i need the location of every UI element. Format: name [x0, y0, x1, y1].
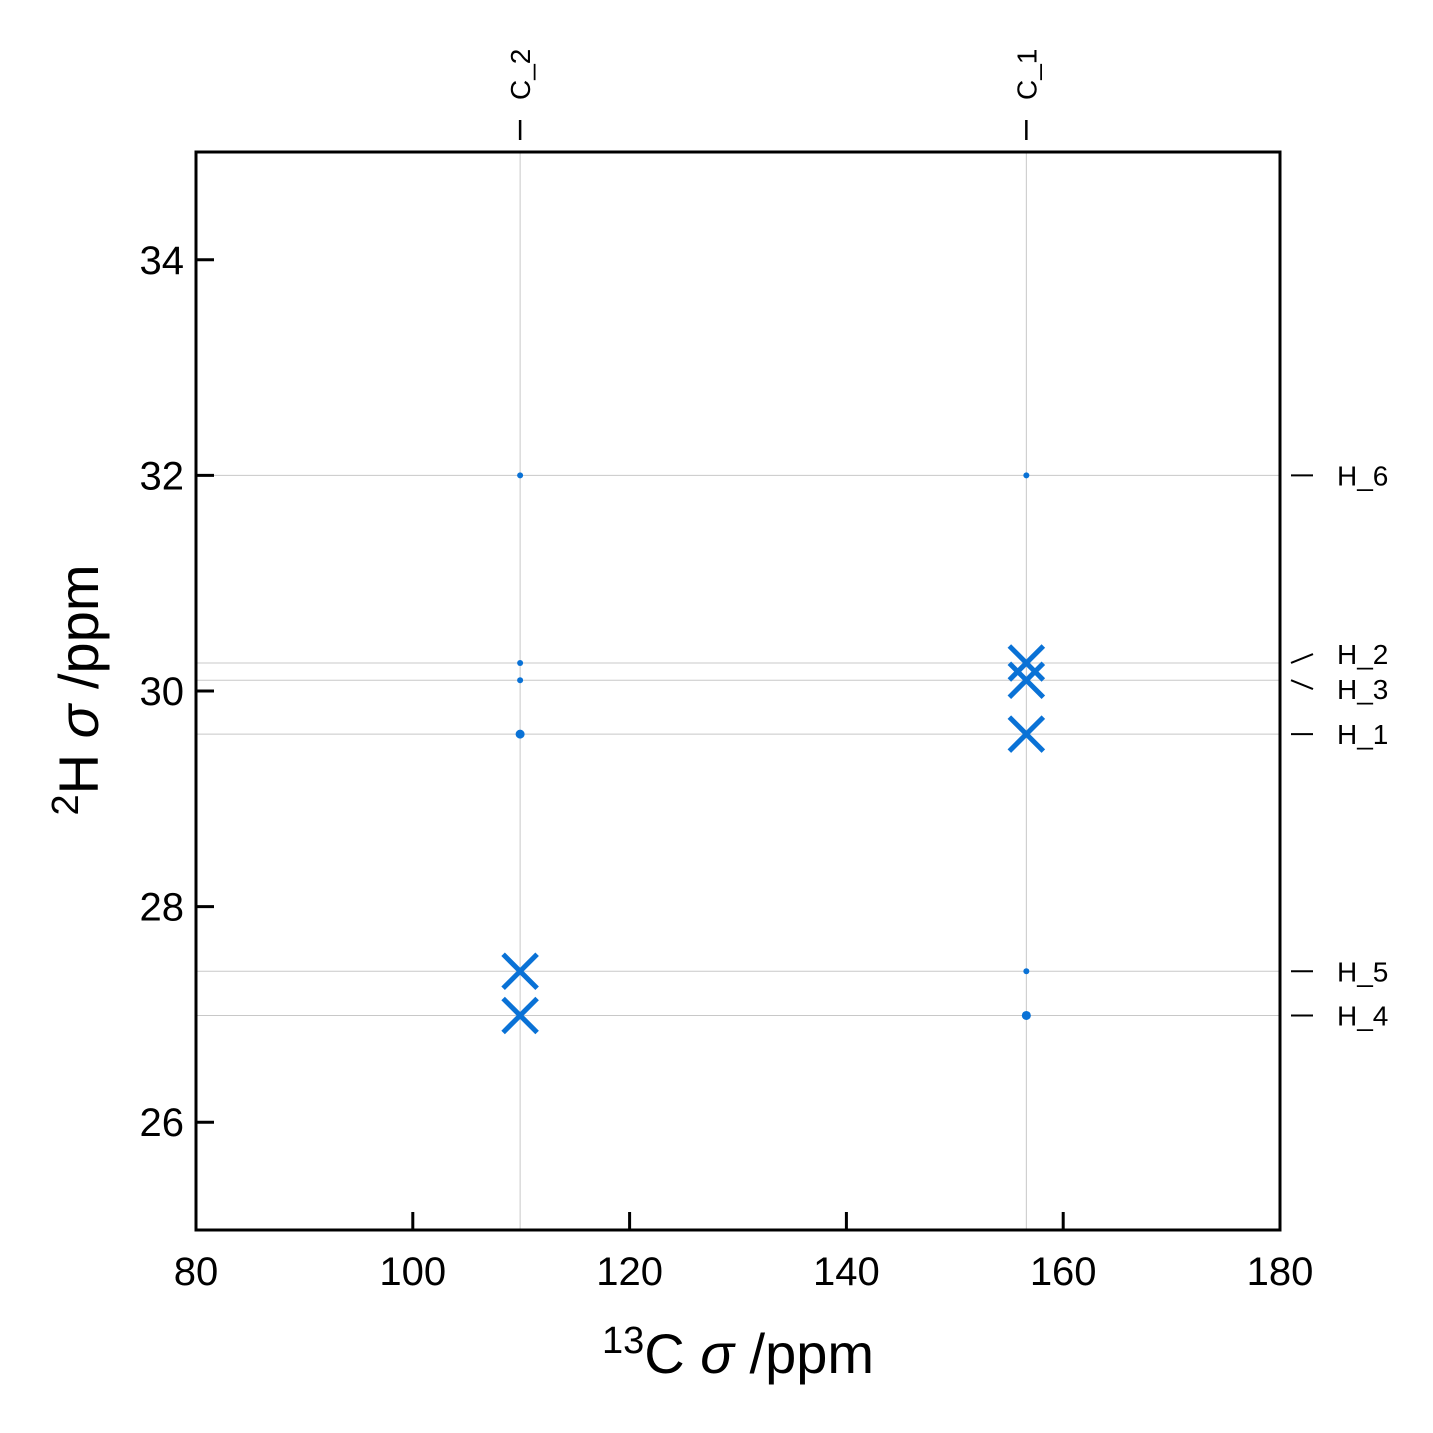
top-peak-labels: C_2 C_1	[505, 49, 1042, 140]
y-axis-label: 2H σ /ppm	[45, 565, 110, 816]
x-axis-label-text: C	[644, 1322, 700, 1385]
x-tick-label: 80	[174, 1250, 219, 1294]
y-tick-label: 28	[140, 886, 185, 930]
data-point-cross	[501, 996, 539, 1035]
y-axis-label-symbol: σ	[47, 702, 110, 738]
data-point-dot	[1023, 472, 1030, 479]
data-point-cross	[1007, 661, 1046, 699]
data-point-dot	[517, 472, 524, 479]
y-tick-label: 34	[140, 239, 185, 283]
data-point-dot	[517, 677, 524, 684]
right-label-connector	[1290, 679, 1314, 691]
data-point-dot	[1021, 1010, 1031, 1020]
right-peak-label: H_3	[1337, 674, 1388, 705]
cross-stroke	[1007, 661, 1046, 699]
y-tick-label: 30	[140, 670, 185, 714]
x-tick-label: 180	[1247, 1250, 1314, 1294]
y-tick-label: 32	[140, 454, 185, 498]
top-peak-label: C_2	[505, 49, 536, 100]
right-label-connector	[1290, 653, 1314, 664]
grid-lines	[196, 152, 1280, 1230]
y-axis-label-sup: 2	[45, 794, 87, 815]
cross-stroke	[1007, 715, 1046, 753]
right-peak-labels: H_6 H_2 H_3 H_1 H_5 H_4	[1290, 460, 1388, 1031]
y-axis-label-text: H	[47, 738, 110, 794]
right-peak-label: H_1	[1337, 719, 1388, 750]
cross-stroke	[501, 996, 539, 1035]
right-peak-label: H_6	[1337, 460, 1388, 491]
x-tick-label: 120	[596, 1250, 663, 1294]
y-axis-ticks: 26 28 30 32 34	[140, 239, 214, 1145]
data-point-cross	[501, 952, 539, 991]
y-tick-label: 26	[140, 1101, 185, 1145]
x-tick-label: 160	[1030, 1250, 1097, 1294]
x-axis-label-symbol: σ	[700, 1322, 736, 1385]
data-points	[501, 472, 1046, 1035]
x-axis-ticks: 80 100 120 140 160 180	[174, 1212, 1314, 1294]
data-point-dot	[1023, 968, 1030, 975]
x-axis-label-sup: 13	[602, 1320, 644, 1362]
plot-frame	[194, 150, 1282, 1232]
data-point-dot	[517, 659, 524, 666]
right-peak-label: H_5	[1337, 956, 1388, 987]
data-point-cross	[1007, 715, 1046, 753]
x-axis-label: 13C σ /ppm	[602, 1320, 874, 1385]
x-tick-label: 100	[379, 1250, 446, 1294]
x-tick-label: 140	[813, 1250, 880, 1294]
data-point-dot	[515, 729, 525, 739]
top-peak-label: C_1	[1011, 49, 1042, 100]
y-axis-label-unit: /ppm	[47, 565, 110, 705]
data-point-cross	[1007, 644, 1046, 682]
x-axis-label-unit: /ppm	[734, 1322, 874, 1385]
right-peak-label: H_2	[1337, 639, 1388, 670]
cross-stroke	[501, 952, 539, 991]
right-peak-label: H_4	[1337, 1000, 1388, 1031]
cross-stroke	[1007, 644, 1046, 682]
